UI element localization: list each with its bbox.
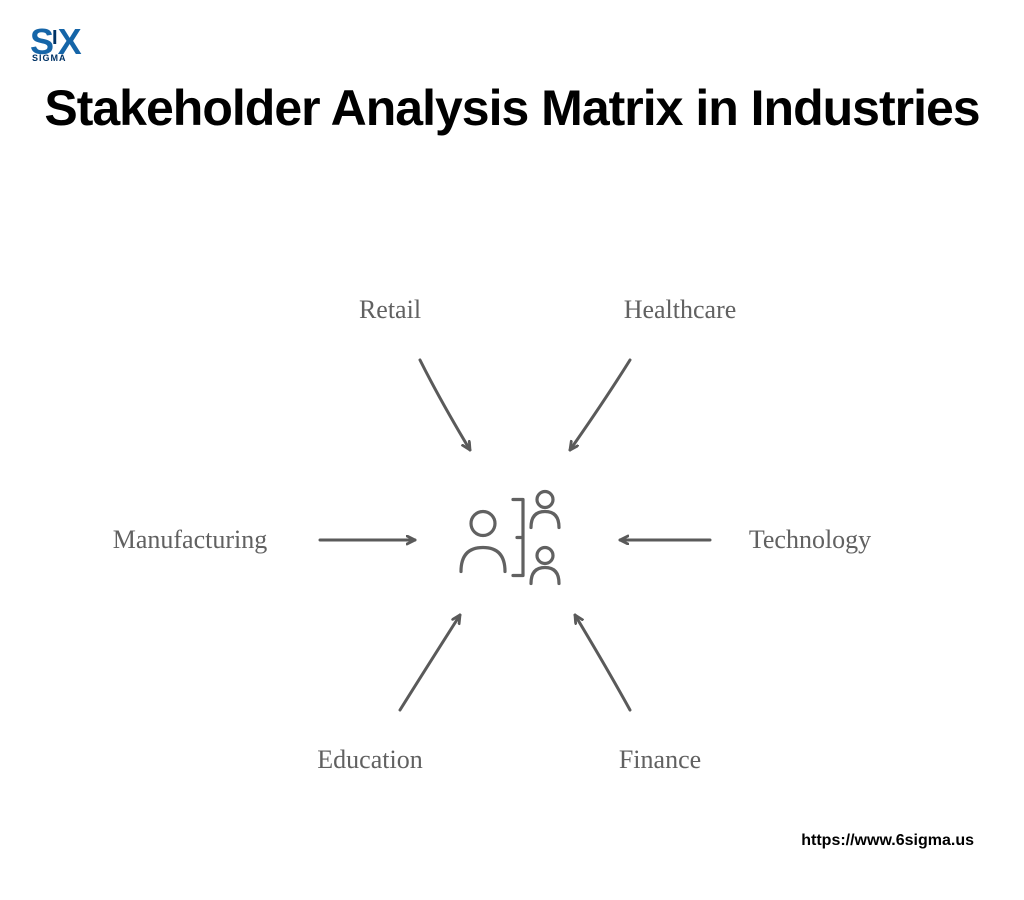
arrow-retail	[420, 360, 470, 450]
diagram-arrows	[0, 280, 1024, 800]
stakeholder-diagram: Retail Healthcare Manufacturing Technolo…	[0, 280, 1024, 800]
arrow-healthcare	[570, 360, 630, 450]
arrow-finance	[575, 615, 630, 710]
page-title: Stakeholder Analysis Matrix in Industrie…	[0, 80, 1024, 138]
brand-logo: SIX SIGMA	[30, 28, 80, 62]
arrow-education	[400, 615, 460, 710]
footer-url: https://www.6sigma.us	[801, 832, 974, 850]
